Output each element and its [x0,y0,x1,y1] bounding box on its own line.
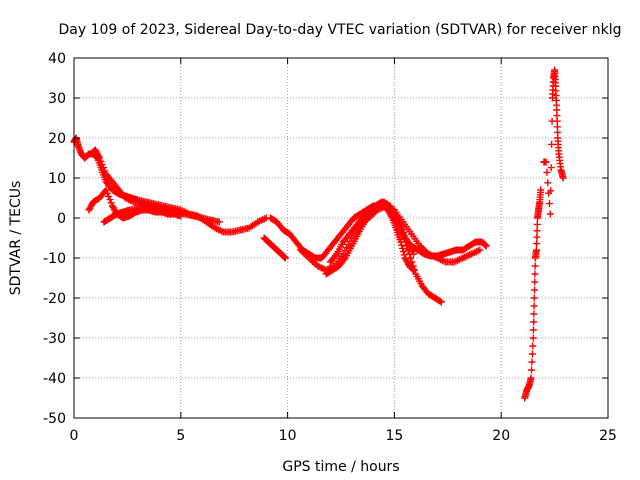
data-point [482,242,490,250]
data-point [546,210,554,218]
data-point [399,228,407,236]
data-point [528,358,536,366]
data-point [400,251,408,259]
y-tick-label: 10 [48,171,66,187]
data-point [548,140,556,148]
data-point [529,342,537,350]
data-point [177,208,185,216]
data-point [96,154,104,162]
data-point [399,244,407,252]
x-tick-label: 20 [492,428,510,444]
data-point [398,241,406,249]
y-tick-label: -50 [43,411,66,427]
series-track-12 [540,66,567,218]
x-tick-label: 15 [385,428,403,444]
data-point [530,310,538,318]
data-point [340,256,348,264]
data-point [481,241,489,249]
y-tick-label: -40 [43,371,66,387]
x-tick-label: 5 [176,428,185,444]
data-point [402,235,410,243]
data-point [101,167,109,175]
data-points [70,66,567,402]
data-point [532,246,540,254]
y-tick-label: 20 [48,131,66,147]
data-point [410,266,418,274]
data-point [281,254,289,262]
data-point [95,152,103,160]
chart-title: Day 109 of 2023, Sidereal Day-to-day VTE… [59,22,622,38]
data-point [528,350,536,358]
y-tick-label: 0 [57,211,66,227]
series-track-5 [260,234,289,262]
data-point [533,240,541,248]
data-point [331,252,339,260]
data-point [529,334,537,342]
data-point [531,286,539,294]
data-point [410,250,418,258]
data-point [547,164,555,172]
data-point [542,158,550,166]
plot-frame [73,57,609,419]
y-tick-label: 40 [48,51,66,67]
y-tick-label: -20 [43,291,66,307]
data-point [531,262,539,270]
data-point [547,187,555,195]
data-point [533,233,541,241]
data-point [543,168,551,176]
data-point [387,212,395,220]
data-point [102,186,110,194]
x-tick-label: 10 [279,428,297,444]
data-point [533,220,541,228]
data-point [398,225,406,233]
y-axis-label: SDTVAR / TECUs [8,181,24,296]
x-axis-label: GPS time / hours [282,459,399,475]
data-point [528,366,536,374]
data-point [533,227,541,235]
y-tick-label: 30 [48,91,66,107]
data-point [437,298,445,306]
data-point [397,222,405,230]
data-point [530,302,538,310]
x-tick-label: 0 [70,428,79,444]
data-point [531,270,539,278]
data-point [409,265,417,273]
data-point [559,174,567,182]
series-track-11 [521,186,545,402]
data-point [397,238,405,246]
data-point [537,186,545,194]
data-point [107,199,115,207]
data-point [281,253,289,261]
data-point [215,218,223,226]
data-point [530,294,538,302]
axis-ticks: 0 5 10 15 20 25 -50 -40 -30 -20 -10 0 10 20 30 40 [43,51,617,444]
data-point [545,200,553,208]
data-point [527,374,535,382]
y-tick-label: -10 [43,251,66,267]
data-point [99,164,107,172]
data-point [476,246,484,254]
data-point [106,196,114,204]
data-point [98,160,106,168]
data-point [97,157,105,165]
data-point [105,192,113,200]
data-point [530,318,538,326]
data-point [529,326,537,334]
x-tick-label: 25 [599,428,617,444]
data-point [531,278,539,286]
series-track-4 [100,204,185,226]
y-tick-label: -30 [43,331,66,347]
series-track-10 [380,202,418,274]
data-point [401,232,409,240]
data-point [103,189,111,197]
data-point [436,297,444,305]
data-point [544,179,552,187]
data-point [399,248,407,256]
